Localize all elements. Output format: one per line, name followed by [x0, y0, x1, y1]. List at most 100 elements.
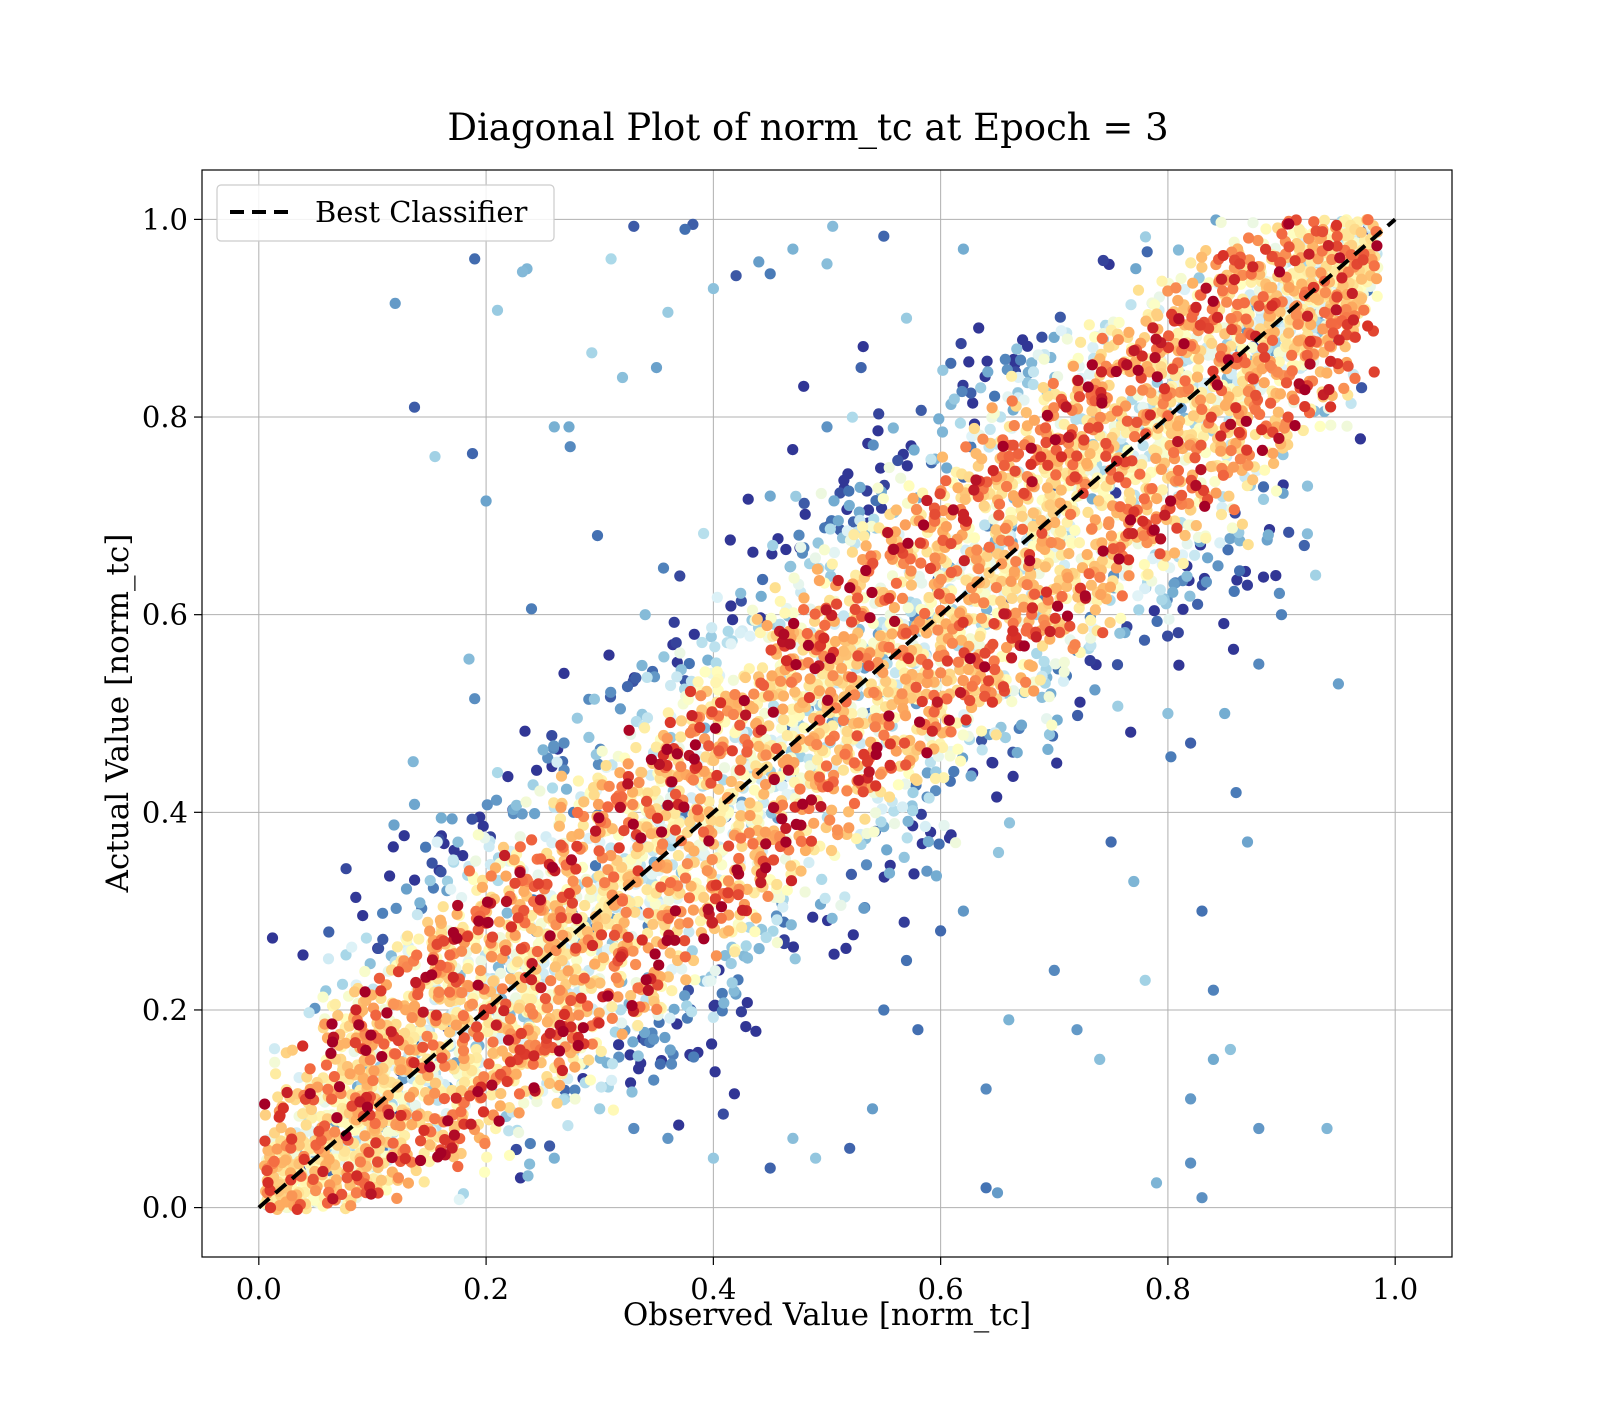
data-point-4198 — [495, 1088, 506, 1099]
data-point-729 — [937, 365, 948, 376]
data-point-297 — [1165, 751, 1176, 762]
data-point-63 — [706, 1038, 717, 1049]
data-point-1154 — [1155, 584, 1166, 595]
data-point-4372 — [440, 1013, 451, 1024]
data-point-631 — [1094, 1054, 1105, 1065]
data-point-575 — [408, 756, 419, 767]
data-point-3523 — [1133, 285, 1144, 296]
data-point-2634 — [1158, 560, 1169, 571]
data-point-4428 — [937, 452, 948, 463]
data-point-187 — [1112, 659, 1123, 670]
data-point-488 — [855, 482, 866, 493]
data-point-4326 — [795, 866, 806, 877]
data-point-4874 — [838, 631, 849, 642]
data-point-38 — [1258, 572, 1269, 583]
data-point-4611 — [812, 564, 823, 575]
data-point-48 — [558, 668, 569, 679]
data-point-381 — [1201, 576, 1212, 587]
data-point-1809 — [1247, 217, 1258, 228]
data-point-289 — [765, 268, 776, 279]
data-point-4824 — [900, 674, 911, 685]
data-point-253 — [912, 1024, 923, 1035]
data-point-245 — [655, 1059, 666, 1070]
data-point-1073 — [642, 672, 653, 683]
data-point-127 — [1177, 604, 1188, 615]
data-point-4439 — [875, 630, 886, 641]
data-point-319 — [658, 563, 669, 574]
data-point-4678 — [495, 1100, 506, 1111]
data-point-1091 — [977, 744, 988, 755]
data-point-4932 — [976, 613, 987, 624]
data-point-153 — [1098, 255, 1109, 266]
data-point-2719 — [857, 521, 868, 532]
data-point-4466 — [1042, 482, 1053, 493]
data-point-4787 — [500, 871, 511, 882]
data-point-848 — [337, 979, 348, 990]
data-point-3870 — [552, 1098, 563, 1109]
data-point-268 — [843, 486, 854, 497]
data-point-1633 — [1163, 614, 1174, 625]
data-point-1922 — [950, 837, 961, 848]
data-point-281 — [1229, 586, 1240, 597]
data-point-3499 — [991, 729, 1002, 740]
data-point-3792 — [1205, 393, 1216, 404]
data-point-2984 — [1006, 371, 1017, 382]
data-point-1125 — [925, 454, 936, 465]
data-point-4962 — [1028, 685, 1039, 696]
data-point-170 — [1162, 631, 1173, 642]
data-point-477 — [982, 366, 993, 377]
data-point-805 — [429, 451, 440, 462]
data-point-3192 — [632, 1020, 643, 1031]
data-point-950 — [761, 932, 772, 943]
data-point-3037 — [639, 722, 650, 733]
data-point-161 — [873, 408, 884, 419]
data-point-41 — [840, 943, 851, 954]
data-point-4331 — [789, 687, 800, 698]
data-point-3925 — [1152, 310, 1163, 321]
data-point-387 — [648, 1034, 659, 1045]
data-point-3468 — [579, 900, 590, 911]
data-point-203 — [409, 402, 420, 413]
data-point-435 — [665, 1044, 676, 1055]
data-point-1986 — [1044, 691, 1055, 702]
data-point-260 — [592, 530, 603, 541]
data-point-3495 — [402, 931, 413, 942]
data-point-4390 — [1273, 407, 1284, 418]
data-point-787 — [1112, 701, 1123, 712]
data-point-4793 — [762, 620, 773, 631]
data-point-4050 — [995, 596, 1006, 607]
data-point-1532 — [726, 638, 737, 649]
data-point-565 — [937, 426, 948, 437]
data-point-976 — [1039, 656, 1050, 667]
data-point-1684 — [795, 542, 806, 553]
data-point-923 — [816, 874, 827, 885]
data-point-2771 — [1085, 615, 1096, 626]
data-point-452 — [1130, 263, 1141, 274]
data-point-3701 — [778, 714, 789, 725]
data-point-1035 — [686, 1006, 697, 1017]
data-point-468 — [881, 844, 892, 855]
data-point-4858 — [1284, 282, 1295, 293]
data-point-4839 — [808, 818, 819, 829]
data-point-1801 — [515, 831, 526, 842]
data-point-4215 — [578, 796, 589, 807]
data-point-783 — [727, 977, 738, 988]
data-point-21 — [1173, 660, 1184, 671]
data-point-69 — [409, 875, 420, 886]
data-point-1927 — [534, 785, 545, 796]
data-point-4835 — [345, 1068, 356, 1079]
data-point-283 — [878, 1004, 889, 1015]
data-point-619 — [735, 588, 746, 599]
data-point-332 — [793, 530, 804, 541]
data-point-556 — [636, 660, 647, 671]
data-point-4923 — [623, 758, 634, 769]
data-point-459 — [1016, 720, 1027, 731]
data-point-1947 — [800, 886, 811, 897]
chart-title: Diagonal Plot of norm_tc at Epoch = 3 — [447, 106, 1168, 150]
data-point-748 — [572, 713, 583, 724]
data-point-185 — [427, 858, 438, 869]
data-point-3291 — [630, 742, 641, 753]
data-point-4828 — [987, 402, 998, 413]
data-point-4551 — [280, 1155, 291, 1166]
data-point-1152 — [820, 893, 831, 904]
